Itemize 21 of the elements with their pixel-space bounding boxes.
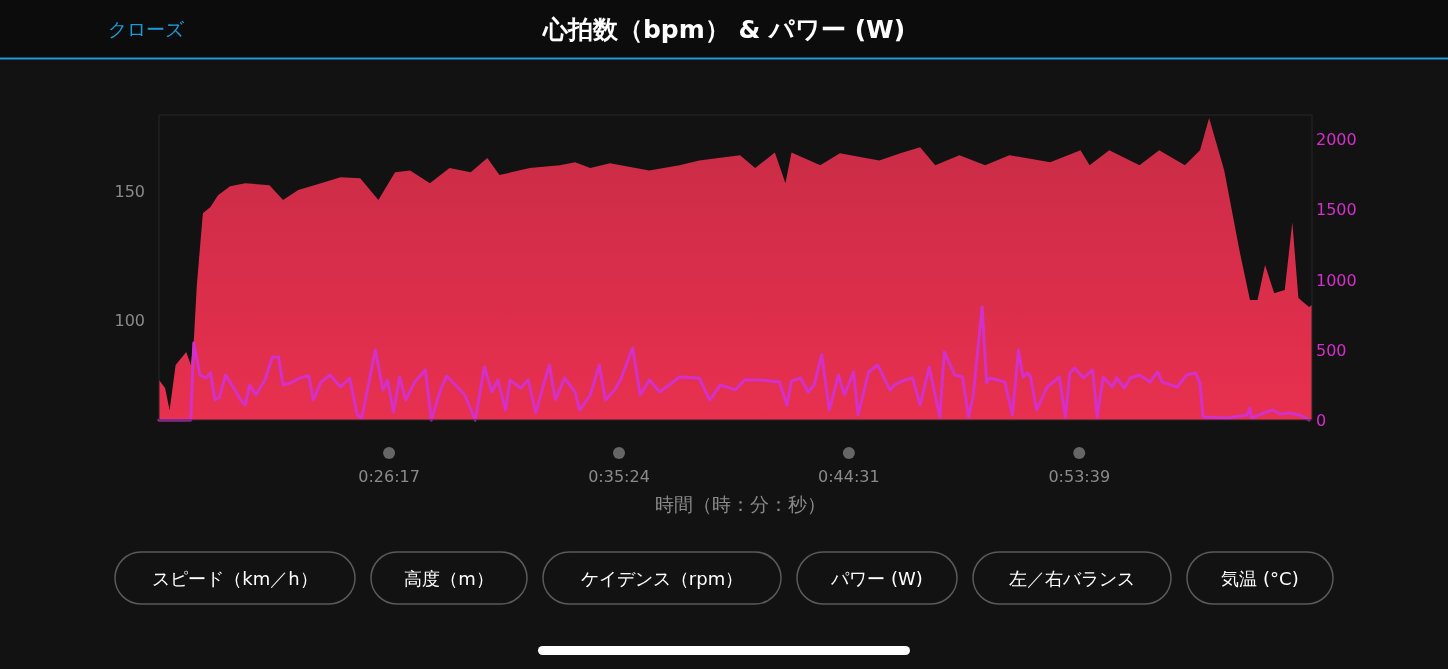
- x-tick-label: 0:26:17: [358, 467, 420, 486]
- chart-title: 心拍数（bpm） & パワー (W): [541, 15, 906, 44]
- text: 左／右バランス: [1009, 568, 1135, 589]
- text: パワー (W): [830, 568, 923, 589]
- y2-tick-label: 1500: [1316, 200, 1357, 220]
- text: クローズ: [108, 18, 185, 40]
- x-tick-label: 0:35:24: [588, 467, 650, 486]
- text: スピード（km／h）: [152, 568, 318, 589]
- y2-tick-label: 500: [1316, 340, 1347, 360]
- x-tick-label: 0:44:31: [818, 467, 880, 486]
- y2-tick-label: 0: [1316, 411, 1327, 430]
- line-series: [157, 305, 1311, 422]
- y2-tick-label: 2000: [1316, 130, 1357, 150]
- text: 気温 (°C): [1221, 568, 1299, 589]
- text: ケイデンス（rpm）: [580, 568, 744, 589]
- text: 高度（m）: [404, 568, 494, 589]
- x-tick-label: 0:53:39: [1048, 467, 1111, 486]
- y-tick-label: 150: [114, 182, 145, 202]
- y2-tick-label: 1000: [1316, 270, 1357, 290]
- y-tick-label: 100: [114, 310, 145, 330]
- x-axis-title: 時間（時：分：秒）: [655, 493, 826, 515]
